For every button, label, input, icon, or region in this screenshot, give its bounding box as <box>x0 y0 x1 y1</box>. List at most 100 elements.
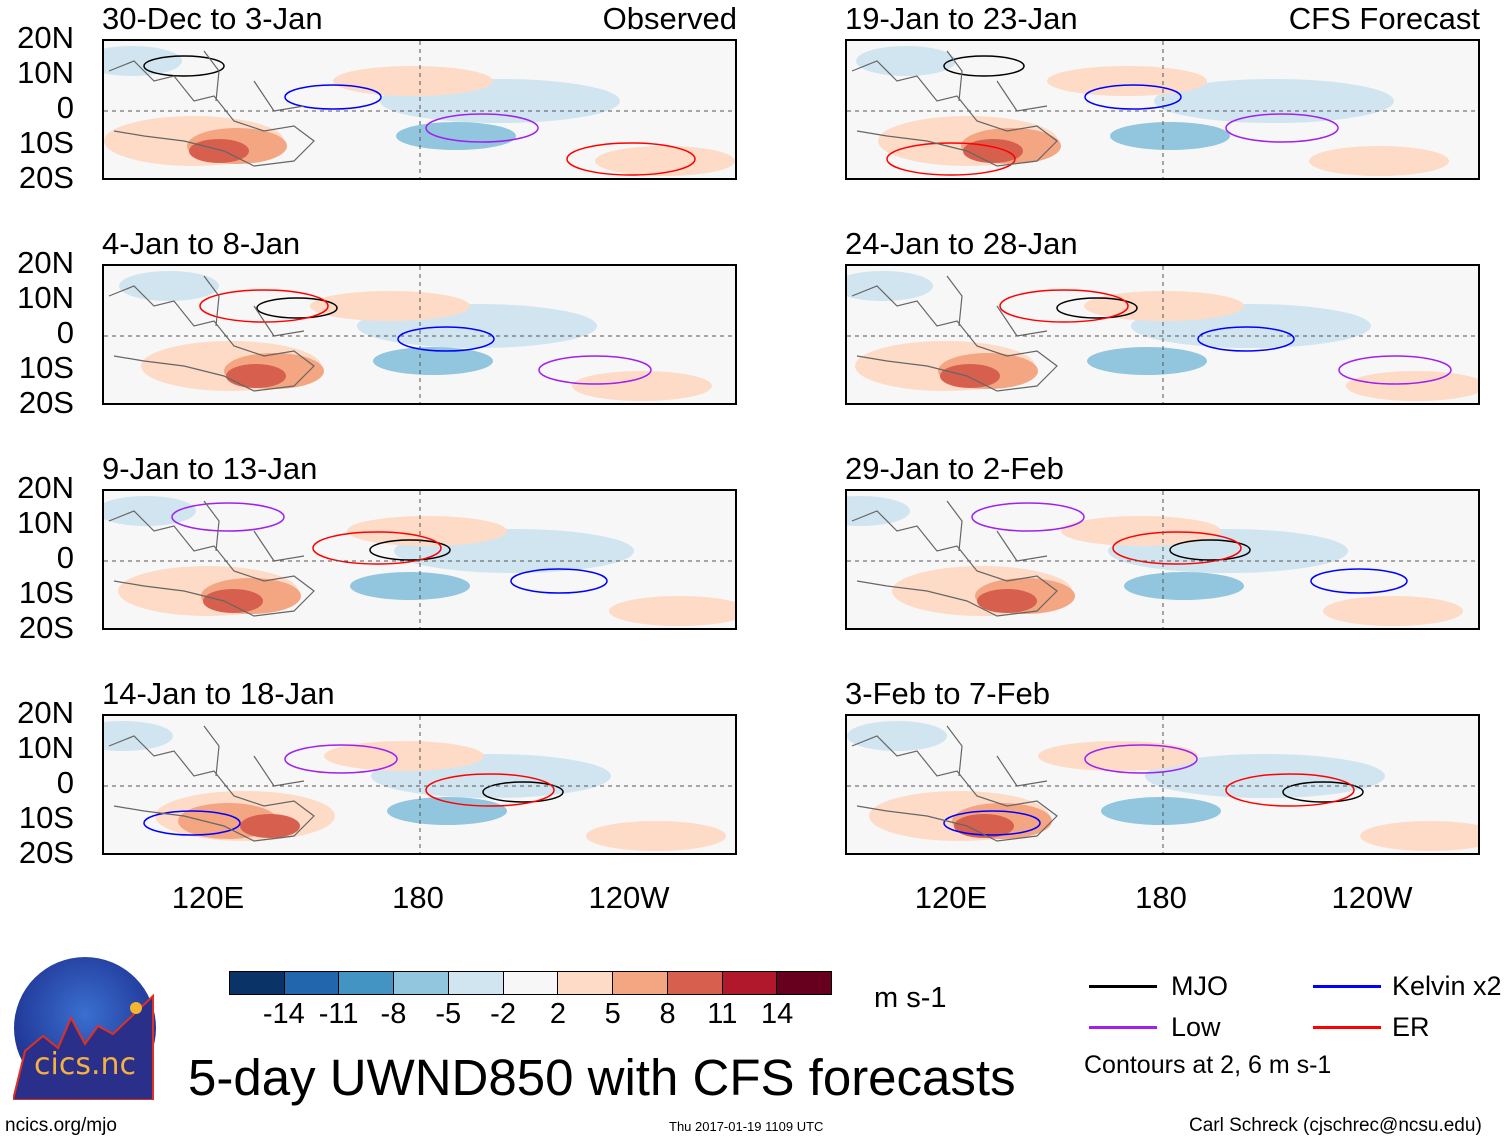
anomaly-shading <box>1101 797 1221 825</box>
map-panel <box>845 489 1480 630</box>
wave-contour <box>1169 539 1251 561</box>
anomaly-shading <box>1061 516 1221 546</box>
map-panel <box>102 264 737 405</box>
colorbar-tick-label: 2 <box>549 998 566 1030</box>
map-panel <box>102 489 737 630</box>
anomaly-shading <box>572 371 712 401</box>
wave-contour <box>999 289 1129 323</box>
wave-contour <box>482 781 564 803</box>
wind-anomaly-field <box>104 716 735 853</box>
colorbar-swatch <box>558 972 614 994</box>
wave-contour <box>886 142 1016 176</box>
anomaly-shading <box>373 347 493 375</box>
anomaly-shading <box>586 821 726 851</box>
wave-contour <box>943 810 1041 836</box>
colorbar-swatch <box>284 972 340 994</box>
lat-label: 20S <box>18 160 74 195</box>
legend-mjo-label: MJO <box>1171 971 1228 1001</box>
lon-label: 120W <box>1331 880 1413 915</box>
anomaly-shading <box>1309 146 1449 176</box>
map-panel <box>845 39 1480 180</box>
footer-url[interactable]: ncics.org/mjo <box>5 1115 117 1136</box>
wave-contour <box>284 744 398 774</box>
map-panel <box>845 714 1480 855</box>
map-panel <box>845 264 1480 405</box>
panel-title: 9-Jan to 13-Jan <box>102 451 318 486</box>
anomaly-shading <box>1145 754 1385 798</box>
colorbar <box>229 971 832 995</box>
anomaly-shading <box>1084 291 1244 321</box>
colorbar-tick-label: -2 <box>490 998 516 1030</box>
legend-er-line <box>1313 1026 1381 1029</box>
lat-label: 10S <box>18 575 74 610</box>
panel-title: 14-Jan to 18-Jan <box>102 676 335 711</box>
cics-logo: cics.nc <box>11 956 157 1101</box>
anomaly-shading <box>847 721 947 751</box>
wave-contour <box>284 84 382 110</box>
panel-title: 24-Jan to 28-Jan <box>845 226 1078 261</box>
wave-contour <box>566 142 696 176</box>
wind-anomaly-field <box>847 266 1478 403</box>
wave-contour <box>312 531 442 565</box>
colorbar-units: m s-1 <box>874 982 947 1014</box>
wind-anomaly-field <box>847 491 1478 628</box>
legend-er-label: ER <box>1392 1012 1430 1042</box>
wind-anomaly-field <box>104 491 735 628</box>
colorbar-swatch <box>722 972 778 994</box>
anomaly-shading <box>119 271 219 301</box>
lat-label: 10N <box>17 505 74 540</box>
lat-label: 0 <box>56 540 74 575</box>
anomaly-shading <box>940 364 1000 388</box>
panel-title: 19-Jan to 23-Jan <box>845 1 1078 36</box>
panel-title: 29-Jan to 2-Feb <box>845 451 1064 486</box>
colorbar-swatch <box>394 972 449 994</box>
wave-contour <box>425 113 539 143</box>
anomaly-shading <box>954 814 1014 838</box>
colorbar-tick-label: 5 <box>604 998 621 1030</box>
anomaly-shading <box>324 741 484 771</box>
wave-contour <box>369 539 451 561</box>
legend-low-line <box>1089 1026 1157 1029</box>
wave-contour <box>171 502 285 532</box>
anomaly-shading <box>1087 347 1207 375</box>
logo-text: cics.nc <box>34 1047 136 1082</box>
lat-label: 10N <box>17 730 74 765</box>
panel-title: 30-Dec to 3-Jan <box>102 1 323 36</box>
legend-low-label: Low <box>1171 1012 1221 1042</box>
anomaly-shading <box>856 46 956 76</box>
lat-label: 20S <box>18 835 74 870</box>
wave-contour <box>256 297 338 319</box>
legend-kelvin-label: Kelvin x2 <box>1392 971 1502 1001</box>
map-panel <box>102 39 737 180</box>
wave-contour <box>1084 84 1182 110</box>
anomaly-shading <box>310 291 470 321</box>
lat-label: 10S <box>18 350 74 385</box>
lat-label: 0 <box>56 765 74 800</box>
wave-contour <box>538 355 652 385</box>
lat-label: 10S <box>18 125 74 160</box>
wind-anomaly-field <box>104 41 735 178</box>
lat-label: 20N <box>17 470 74 505</box>
anomaly-shading <box>333 66 493 96</box>
anomaly-shading <box>1360 821 1478 851</box>
wave-contour <box>510 568 608 594</box>
wave-contour <box>397 326 495 352</box>
wave-contour <box>143 810 241 836</box>
lat-label: 0 <box>56 90 74 125</box>
anomaly-shading <box>1323 596 1463 626</box>
anomaly-shading <box>226 364 286 388</box>
lat-label: 0 <box>56 315 74 350</box>
anomaly-shading <box>347 516 507 546</box>
wave-contour <box>1084 744 1198 774</box>
panel-title: 4-Jan to 8-Jan <box>102 226 301 261</box>
anomaly-shading <box>203 589 263 613</box>
wind-anomaly-field <box>847 41 1478 178</box>
anomaly-shading <box>240 814 300 838</box>
panel-source-label: Observed <box>602 1 737 36</box>
lon-label: 120E <box>171 880 245 915</box>
anomaly-shading <box>350 572 470 600</box>
wind-anomaly-field <box>104 266 735 403</box>
anomaly-shading <box>1346 371 1478 401</box>
wave-contour <box>1112 531 1242 565</box>
